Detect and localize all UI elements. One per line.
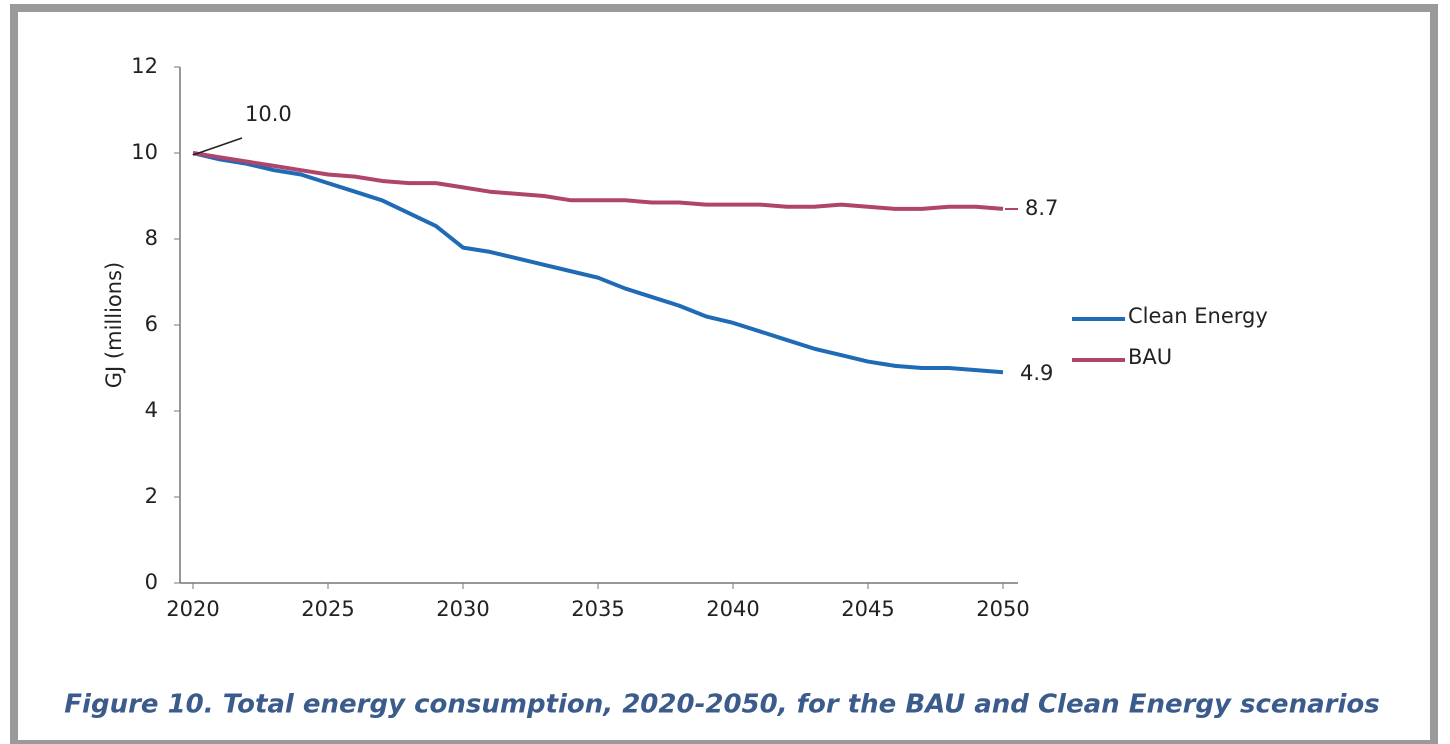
frame xyxy=(10,4,1438,744)
annotation-leader xyxy=(192,137,243,156)
x-tick-label: 2050 xyxy=(976,597,1029,621)
annotation: 4.9 xyxy=(1020,361,1053,385)
x-tick-label: 2035 xyxy=(571,597,624,621)
chart-title: Figure 10. Total energy consumption, 202… xyxy=(64,690,1379,720)
x-tick-label: 2045 xyxy=(841,597,894,621)
y-axis-label: GJ (millions) xyxy=(102,262,126,388)
x-tick-label: 2025 xyxy=(301,597,354,621)
y-tick-label: 4 xyxy=(145,398,158,422)
y-tick-label: 12 xyxy=(131,54,158,78)
y-tick-label: 2 xyxy=(145,484,158,508)
legend-label: BAU xyxy=(1128,345,1172,369)
x-tick-label: 2040 xyxy=(706,597,759,621)
series-line xyxy=(192,151,1004,211)
y-tick-label: 6 xyxy=(145,312,158,336)
legend-label: Clean Energy xyxy=(1128,304,1268,328)
annotation: 8.7 xyxy=(1025,196,1058,220)
x-tick-label: 2030 xyxy=(436,597,489,621)
x-tick-label: 2020 xyxy=(166,597,219,621)
y-tick-label: 0 xyxy=(145,570,158,594)
series-line xyxy=(192,151,1004,375)
y-tick-label: 8 xyxy=(145,226,158,250)
annotation: 10.0 xyxy=(245,102,292,126)
y-tick-label: 10 xyxy=(131,140,158,164)
